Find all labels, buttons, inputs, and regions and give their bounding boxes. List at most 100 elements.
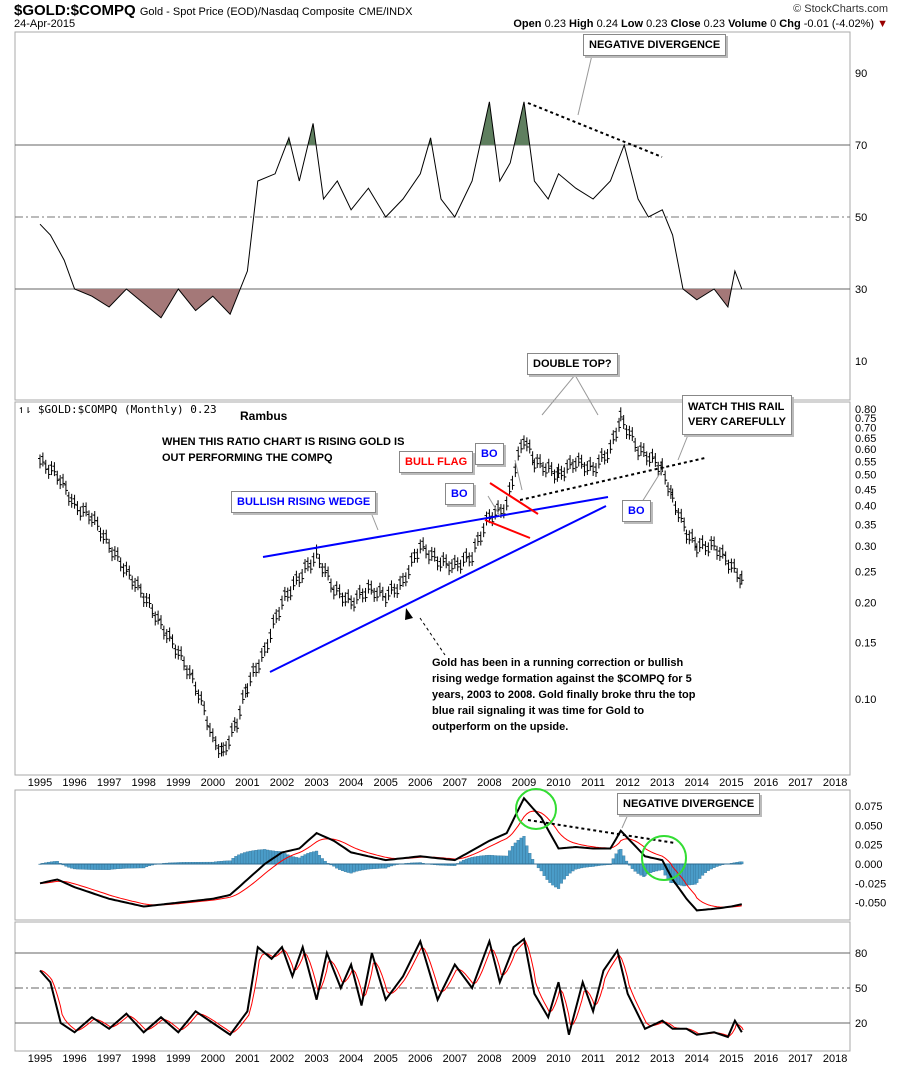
macd-histogram-bar — [98, 863, 103, 870]
price-bar — [473, 538, 478, 553]
price-bar — [614, 427, 619, 442]
price-bar — [585, 460, 590, 475]
year-label-price: 2017 — [788, 777, 812, 789]
macd-histogram-bar — [378, 863, 382, 869]
price-bar — [441, 552, 446, 567]
price-bar — [676, 508, 681, 523]
price-bar — [543, 463, 548, 478]
rsi-panel-frame — [14, 921, 851, 1052]
macd-histogram-bar — [303, 854, 307, 865]
price-bar — [568, 455, 573, 470]
macd-histogram-bar — [470, 857, 474, 865]
macd-histogram-bar — [384, 863, 388, 869]
price-bar — [291, 576, 296, 591]
price-bar — [400, 572, 405, 587]
macd-histogram-bar — [513, 842, 517, 865]
author-label: Rambus — [240, 409, 288, 423]
macd-histogram-bar — [75, 863, 80, 870]
macd-histogram-bar — [528, 853, 532, 865]
macd-histogram-bar — [484, 855, 489, 865]
price-ytick-label: 0.65 — [855, 433, 876, 445]
price-bar — [235, 718, 240, 733]
price-bar — [229, 722, 234, 737]
price-bar — [360, 588, 365, 603]
price-bar — [653, 452, 658, 467]
macd-histogram-bar — [559, 863, 563, 884]
price-bar — [633, 437, 638, 452]
price-bar — [207, 722, 212, 737]
price-bar — [221, 742, 226, 757]
year-label-bottom: 2013 — [650, 1053, 674, 1065]
macd-histogram-bar — [127, 863, 131, 869]
price-bar — [72, 494, 77, 509]
price-bar — [294, 570, 299, 585]
macd-line — [39, 796, 743, 912]
price-bar — [352, 597, 357, 612]
price-ytick-label: 0.10 — [855, 694, 876, 706]
macd-histogram-bar — [90, 863, 94, 870]
macd-histogram-bar — [614, 853, 618, 865]
macd-histogram-bar — [703, 863, 708, 873]
price-bar — [61, 473, 66, 488]
bull-flag-upper — [489, 482, 539, 515]
price-bar — [602, 450, 607, 465]
price-bar — [40, 452, 45, 467]
price-bar — [226, 735, 231, 750]
price-bar — [611, 430, 616, 445]
macd-histogram-bar — [320, 858, 324, 865]
macd-histogram-bar — [695, 863, 699, 883]
macd-histogram-bar — [248, 850, 252, 865]
price-bar — [621, 415, 626, 429]
macd-histogram-bar — [473, 856, 477, 865]
price-bar — [104, 529, 109, 544]
macd-histogram-bar — [251, 850, 255, 865]
rsi-signal-line — [41, 940, 744, 1037]
callout-double-top: DOUBLE TOP? — [527, 353, 618, 375]
macd-histogram-bar — [499, 855, 503, 865]
macd-histogram-bar — [358, 863, 362, 871]
price-bar — [673, 501, 678, 516]
price-bar — [455, 557, 460, 572]
callout-bullish-rising-wedge: BULLISH RISING WEDGE — [231, 491, 377, 513]
rsi-ytick-label: 50 — [855, 983, 867, 995]
panel-frames — [14, 31, 851, 1052]
macd-histogram-bar — [335, 863, 339, 869]
price-bar — [372, 587, 377, 602]
price-bar — [153, 611, 158, 626]
price-bar — [49, 461, 54, 476]
price-bar — [158, 615, 163, 630]
price-ytick-label: 0.25 — [855, 566, 876, 578]
price-bar — [285, 587, 290, 602]
price-bar — [115, 547, 120, 562]
price-bar — [438, 557, 443, 572]
price-bar — [504, 496, 509, 511]
price-bar — [596, 454, 601, 469]
price-bar — [383, 593, 388, 607]
year-label-price: 2010 — [546, 777, 570, 789]
price-bar — [452, 554, 457, 569]
macd-histogram-bar — [574, 863, 578, 870]
macd-histogram-bar — [536, 863, 540, 869]
macd-ytick-label: 0.000 — [855, 859, 883, 871]
price-bar — [732, 558, 737, 573]
macd-histogram-bar — [571, 863, 575, 872]
macd-histogram-bar — [237, 854, 241, 865]
macd-histogram-bar — [582, 863, 587, 868]
macd-histogram-bar — [107, 863, 111, 870]
macd-histogram-bar — [577, 863, 581, 869]
year-label-price: 2004 — [339, 777, 363, 789]
price-bar — [519, 439, 524, 454]
price-bar — [726, 559, 731, 574]
macd-histogram-bar — [113, 863, 117, 870]
macd-histogram-bar — [228, 860, 232, 865]
macd-histogram-bar — [539, 863, 543, 872]
price-ytick-label: 0.70 — [855, 423, 876, 435]
macd-histogram-bar — [464, 858, 468, 865]
price-bar — [690, 528, 695, 543]
year-label-price: 1996 — [62, 777, 86, 789]
price-bar — [679, 508, 684, 523]
price-bar — [532, 458, 537, 473]
price-bar — [58, 475, 63, 490]
